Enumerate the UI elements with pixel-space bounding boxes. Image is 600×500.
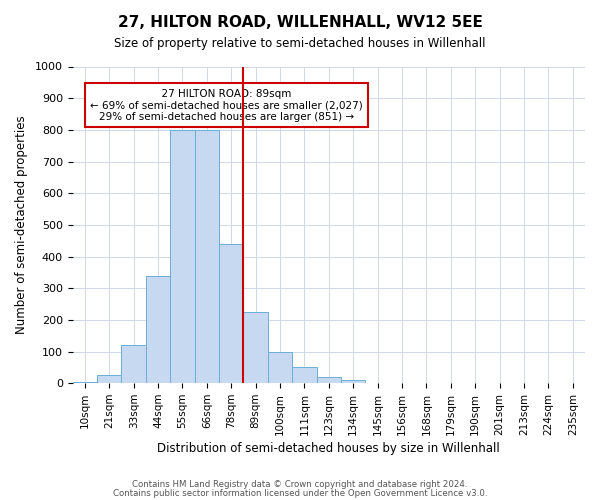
- Text: Contains HM Land Registry data © Crown copyright and database right 2024.: Contains HM Land Registry data © Crown c…: [132, 480, 468, 489]
- Text: Size of property relative to semi-detached houses in Willenhall: Size of property relative to semi-detach…: [114, 38, 486, 51]
- Bar: [292, 368, 317, 383]
- Text: 27 HILTON ROAD: 89sqm  
← 69% of semi-detached houses are smaller (2,027)
29% of: 27 HILTON ROAD: 89sqm ← 69% of semi-deta…: [90, 88, 363, 122]
- Bar: [219, 244, 244, 383]
- X-axis label: Distribution of semi-detached houses by size in Willenhall: Distribution of semi-detached houses by …: [157, 442, 500, 455]
- Bar: [121, 345, 146, 383]
- Bar: [170, 130, 194, 383]
- Bar: [97, 376, 121, 383]
- Text: 27, HILTON ROAD, WILLENHALL, WV12 5EE: 27, HILTON ROAD, WILLENHALL, WV12 5EE: [118, 15, 482, 30]
- Bar: [244, 312, 268, 383]
- Bar: [194, 130, 219, 383]
- Text: Contains public sector information licensed under the Open Government Licence v3: Contains public sector information licen…: [113, 490, 487, 498]
- Bar: [73, 382, 97, 383]
- Y-axis label: Number of semi-detached properties: Number of semi-detached properties: [15, 116, 28, 334]
- Bar: [146, 276, 170, 383]
- Bar: [341, 380, 365, 383]
- Bar: [268, 352, 292, 383]
- Bar: [317, 377, 341, 383]
